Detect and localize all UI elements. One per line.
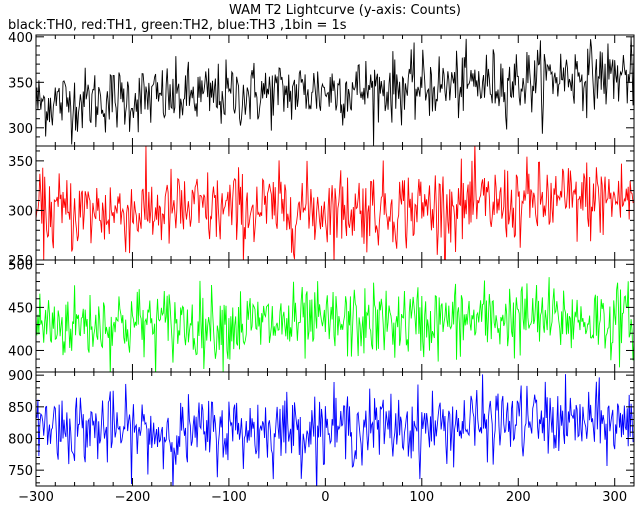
- panel-frame: [35, 259, 635, 373]
- panels-group: 300 350 400 250 300 350 400 450 500 750 800 850 900: [8, 31, 635, 487]
- series-line-th2: [36, 277, 634, 372]
- y-tick-label: 350: [8, 155, 33, 170]
- y-tick-label: 400: [8, 31, 33, 46]
- chart-subtitle: black:TH0, red:TH1, green:TH2, blue:TH3 …: [8, 18, 347, 33]
- y-tick-label: 850: [8, 401, 33, 416]
- x-tick-label: 0: [321, 490, 329, 505]
- y-tick-label: 900: [8, 369, 33, 384]
- panel-frame: [35, 371, 635, 487]
- panel-th3: 750 800 850 900: [8, 369, 635, 487]
- y-tick-label: 350: [8, 76, 33, 91]
- y-tick-label: 300: [8, 122, 33, 137]
- y-tick-label: 500: [8, 258, 33, 273]
- panel-th1: 250 300 350: [8, 145, 635, 269]
- series-line-th3: [36, 374, 634, 486]
- panel-th0: 300 350 400: [8, 31, 635, 147]
- y-tick-label: 250: [8, 254, 33, 269]
- y-tick-label: 800: [8, 433, 33, 448]
- y-tick-label: 300: [8, 204, 33, 219]
- y-tick-label: 400: [8, 344, 33, 359]
- panel-th2: 400 450 500: [8, 258, 635, 373]
- y-tick-label: 450: [8, 301, 33, 316]
- x-tick-label: 200: [506, 490, 531, 505]
- x-tick-label: −200: [115, 490, 151, 505]
- x-axis: −300 −200 −100 0 100 200 300: [18, 490, 627, 505]
- chart-title: WAM T2 Lightcurve (y-axis: Counts): [229, 3, 461, 18]
- y-tick-label: 750: [8, 464, 33, 479]
- x-tick-label: 100: [409, 490, 434, 505]
- series-line-th1: [36, 146, 634, 260]
- x-tick-label: −300: [18, 490, 54, 505]
- x-tick-label: −100: [211, 490, 247, 505]
- x-tick-label: 300: [602, 490, 627, 505]
- series-line-th0: [36, 36, 634, 146]
